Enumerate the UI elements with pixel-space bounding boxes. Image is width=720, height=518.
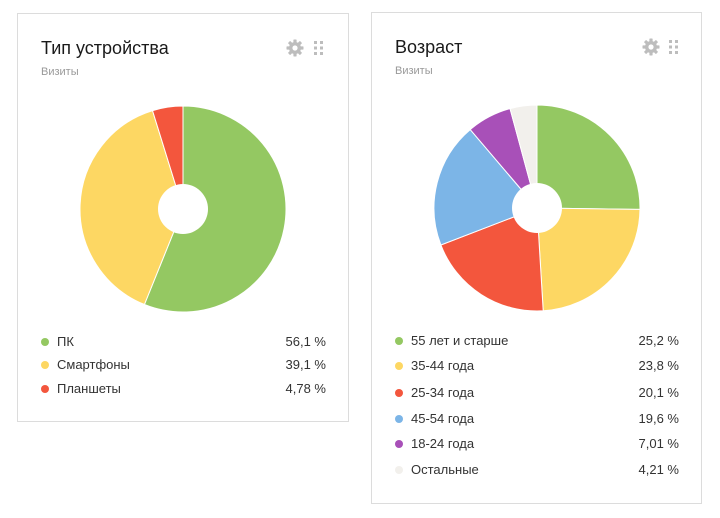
legend-value: 19,6 % bbox=[638, 411, 679, 426]
legend-value: 39,1 % bbox=[285, 357, 326, 372]
legend-value: 25,2 % bbox=[638, 333, 679, 348]
legend-marker bbox=[41, 361, 49, 369]
legend-marker bbox=[41, 338, 49, 346]
device-donut-chart bbox=[80, 106, 286, 312]
legend-marker bbox=[395, 466, 403, 474]
legend-value: 7,01 % bbox=[638, 436, 679, 451]
pie-slice-35-44-года[interactable] bbox=[536, 207, 640, 311]
legend-value: 4,78 % bbox=[285, 381, 326, 396]
card-subtitle: Визиты bbox=[41, 66, 79, 78]
age-donut-chart bbox=[434, 105, 640, 311]
legend-label: 18-24 года bbox=[411, 436, 475, 451]
legend-label: 45-54 года bbox=[411, 411, 475, 426]
pie-slice-55-лет-и-старше[interactable] bbox=[536, 105, 640, 210]
card-subtitle: Визиты bbox=[395, 65, 433, 77]
donut-hole bbox=[512, 183, 562, 233]
legend-value: 4,21 % bbox=[638, 462, 679, 477]
legend-marker bbox=[395, 337, 403, 345]
legend-marker bbox=[41, 385, 49, 393]
legend-item-остальные[interactable]: Остальные 4,21 % bbox=[395, 462, 679, 478]
card-title: Тип устройства bbox=[41, 38, 169, 58]
pie-slice-пк[interactable] bbox=[143, 106, 286, 312]
gear-icon[interactable] bbox=[286, 39, 304, 57]
pie-slice-планшеты[interactable] bbox=[151, 106, 184, 210]
pie-slice-45-54-года[interactable] bbox=[434, 128, 538, 246]
device-type-card: Тип устройства Визиты ПК 56,1 % Смартфоны 3… bbox=[17, 13, 349, 422]
legend-label: 55 лет и старше bbox=[411, 333, 509, 348]
legend-item-55-лет-и-старше[interactable]: 55 лет и старше 25,2 % bbox=[395, 333, 679, 349]
legend-label: 35-44 года bbox=[411, 358, 475, 373]
legend-item-45-54-года[interactable]: 45-54 года 19,6 % bbox=[395, 411, 679, 427]
legend-label: Смартфоны bbox=[57, 357, 130, 372]
pie-slice-остальные[interactable] bbox=[509, 105, 538, 209]
legend-item-25-34-года[interactable]: 25-34 года 20,1 % bbox=[395, 385, 679, 401]
legend-value: 23,8 % bbox=[638, 358, 679, 373]
pie-slice-25-34-года[interactable] bbox=[440, 207, 544, 311]
legend-marker bbox=[395, 362, 403, 370]
legend-marker bbox=[395, 440, 403, 448]
legend-item-18-24-года[interactable]: 18-24 года 7,01 % bbox=[395, 436, 679, 452]
legend-item-планшеты[interactable]: Планшеты 4,78 % bbox=[41, 381, 326, 397]
drag-handle-icon[interactable] bbox=[669, 40, 679, 54]
legend-label: ПК bbox=[57, 334, 74, 349]
gear-icon[interactable] bbox=[642, 38, 660, 56]
legend-item-смартфоны[interactable]: Смартфоны 39,1 % bbox=[41, 357, 326, 373]
card-title: Возраст bbox=[395, 37, 463, 57]
age-card: Возраст Визиты 55 лет и старше 25,2 % 35-4… bbox=[371, 12, 702, 504]
legend-label: Остальные bbox=[411, 462, 479, 477]
pie-slice-смартфоны[interactable] bbox=[80, 109, 184, 306]
legend-label: Планшеты bbox=[57, 381, 121, 396]
legend-item-пк[interactable]: ПК 56,1 % bbox=[41, 334, 326, 350]
legend-item-35-44-года[interactable]: 35-44 года 23,8 % bbox=[395, 358, 679, 374]
legend-marker bbox=[395, 415, 403, 423]
legend-label: 25-34 года bbox=[411, 385, 475, 400]
donut-hole bbox=[158, 184, 208, 234]
drag-handle-icon[interactable] bbox=[314, 41, 324, 55]
legend-value: 20,1 % bbox=[638, 385, 679, 400]
legend-marker bbox=[395, 389, 403, 397]
legend-value: 56,1 % bbox=[285, 334, 326, 349]
